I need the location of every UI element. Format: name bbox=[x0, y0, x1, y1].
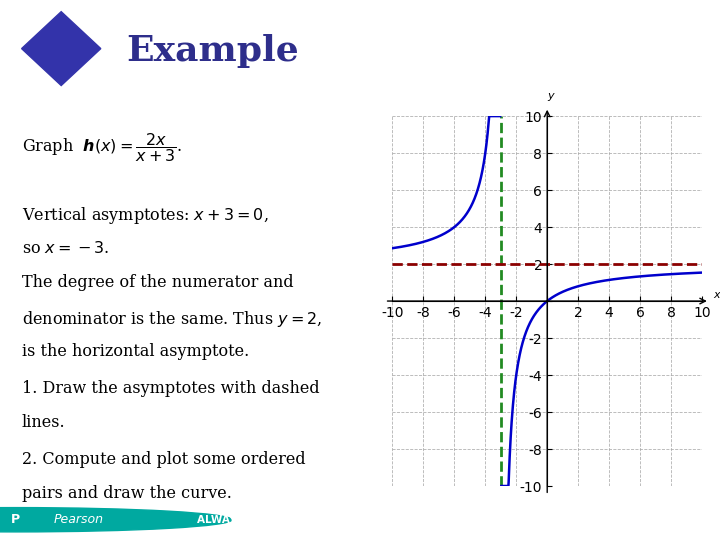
Text: $y$: $y$ bbox=[546, 91, 556, 103]
Text: P: P bbox=[12, 513, 20, 526]
Text: 2. Compute and plot some ordered: 2. Compute and plot some ordered bbox=[22, 451, 305, 468]
Text: ALWAYS LEARNING: ALWAYS LEARNING bbox=[197, 515, 307, 525]
Circle shape bbox=[0, 508, 232, 532]
Text: $x$: $x$ bbox=[713, 289, 720, 300]
Text: so $x = -3$.: so $x = -3$. bbox=[22, 240, 109, 257]
Polygon shape bbox=[22, 12, 101, 85]
Text: lines.: lines. bbox=[22, 414, 66, 431]
Text: Example: Example bbox=[126, 33, 299, 68]
Text: pairs and draw the curve.: pairs and draw the curve. bbox=[22, 485, 231, 502]
Text: is the horizontal asymptote.: is the horizontal asymptote. bbox=[22, 343, 249, 360]
Text: Graph  $\boldsymbol{h}(x) = \dfrac{2x}{x+3}$.: Graph $\boldsymbol{h}(x) = \dfrac{2x}{x+… bbox=[22, 131, 182, 164]
Text: 1. Draw the asymptotes with dashed: 1. Draw the asymptotes with dashed bbox=[22, 380, 319, 397]
Text: Copyright © 2017 Pearson Education, Inc.: Copyright © 2017 Pearson Education, Inc. bbox=[358, 515, 564, 525]
Text: Pearson: Pearson bbox=[54, 513, 104, 526]
Text: The degree of the numerator and: The degree of the numerator and bbox=[22, 274, 293, 292]
Text: Vertical asymptotes: $x + 3 = 0$,: Vertical asymptotes: $x + 3 = 0$, bbox=[22, 205, 268, 226]
Text: denominator is the same. Thus $y = 2$,: denominator is the same. Thus $y = 2$, bbox=[22, 309, 322, 329]
Text: 15: 15 bbox=[687, 511, 710, 529]
